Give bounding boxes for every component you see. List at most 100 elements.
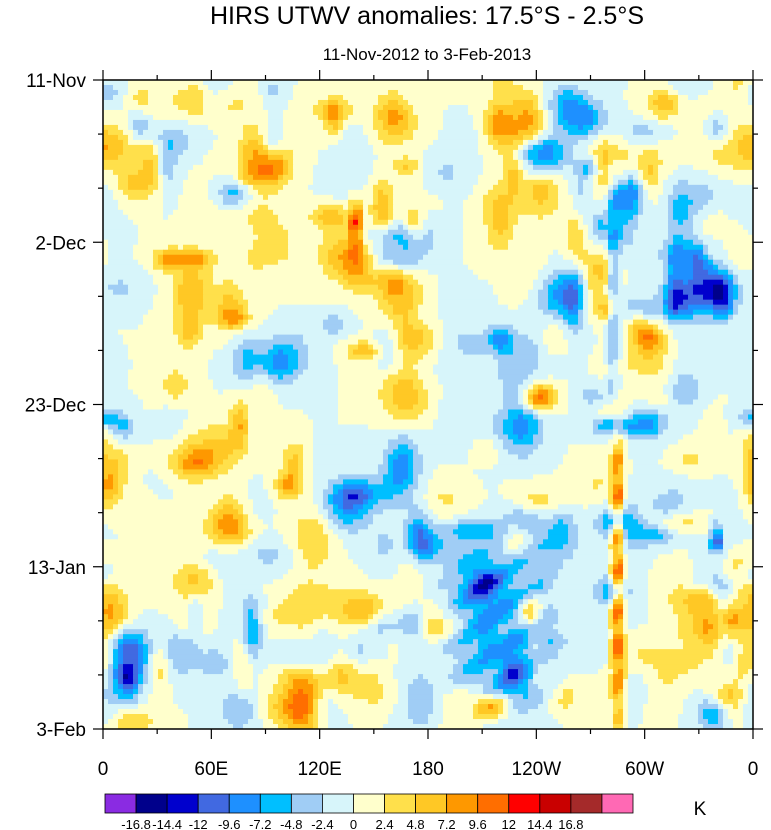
field-cell — [613, 299, 629, 306]
field-cell — [138, 664, 144, 670]
field-cell — [663, 344, 669, 351]
field-cell — [623, 334, 629, 341]
field-cell — [223, 594, 249, 600]
field-cell — [538, 609, 544, 615]
field-cell — [598, 164, 609, 171]
field-cell — [498, 344, 504, 351]
field-cell — [678, 129, 704, 136]
field-cell — [308, 694, 314, 700]
field-cell — [588, 269, 594, 276]
field-cell — [593, 269, 604, 276]
field-cell — [413, 379, 424, 386]
field-cell — [443, 199, 464, 206]
field-cell — [133, 364, 209, 371]
field-cell — [153, 169, 159, 176]
field-cell — [343, 609, 374, 615]
field-cell — [408, 524, 414, 530]
field-cell — [713, 124, 724, 131]
field-cell — [418, 114, 444, 121]
field-cell — [128, 604, 189, 610]
field-cell — [178, 704, 224, 710]
field-cell — [338, 689, 384, 695]
field-cell — [578, 539, 609, 545]
field-cell — [673, 299, 684, 306]
field-cell — [708, 519, 714, 525]
field-cell — [443, 609, 454, 615]
field-cell — [228, 319, 239, 326]
field-cell — [433, 364, 499, 371]
field-cell — [238, 199, 249, 206]
field-cell — [303, 469, 314, 475]
field-cell — [233, 494, 249, 500]
field-cell — [413, 384, 424, 391]
field-cell — [278, 174, 284, 181]
field-cell — [318, 684, 384, 690]
field-cell — [658, 199, 669, 206]
field-cell — [243, 319, 249, 326]
field-cell — [253, 504, 274, 510]
field-cell — [633, 409, 659, 416]
field-cell — [383, 344, 394, 351]
field-cell — [473, 609, 484, 615]
field-cell — [243, 294, 374, 301]
field-cell — [293, 554, 304, 560]
field-cell — [618, 369, 639, 376]
field-cell — [708, 589, 714, 595]
field-cell — [103, 614, 109, 620]
field-cell — [113, 429, 134, 436]
field-cell — [533, 339, 544, 346]
field-cell — [478, 139, 489, 146]
field-cell — [478, 149, 499, 156]
field-cell — [173, 164, 194, 171]
field-cell — [408, 224, 424, 231]
field-cell — [623, 384, 664, 391]
colorbar-label: -12 — [189, 817, 208, 830]
field-cell — [328, 704, 339, 710]
field-cell — [693, 689, 704, 695]
field-cell — [348, 199, 364, 206]
field-cell — [278, 554, 294, 560]
field-cell — [693, 229, 704, 236]
field-cell — [243, 314, 249, 321]
field-cell — [408, 684, 434, 690]
field-cell — [568, 244, 584, 251]
field-cell — [618, 344, 624, 351]
field-cell — [603, 169, 609, 176]
field-cell — [133, 124, 149, 131]
field-cell — [388, 534, 404, 540]
field-cell — [503, 709, 509, 715]
field-cell — [733, 659, 739, 665]
field-cell — [138, 694, 149, 700]
field-cell — [118, 629, 124, 635]
field-cell — [168, 139, 174, 146]
field-cell — [648, 124, 674, 131]
field-cell — [423, 674, 449, 680]
field-cell — [518, 214, 539, 221]
field-cell — [193, 344, 224, 351]
field-cell — [518, 604, 524, 610]
field-cell — [478, 504, 524, 510]
field-cell — [653, 199, 659, 206]
field-cell — [108, 524, 204, 530]
field-cell — [103, 459, 119, 466]
field-cell — [388, 109, 399, 116]
field-cell — [623, 379, 669, 386]
field-cell — [608, 149, 629, 156]
field-cell — [668, 539, 709, 545]
field-cell — [638, 209, 644, 216]
field-cell — [123, 449, 174, 456]
field-cell — [618, 559, 624, 565]
field-cell — [363, 644, 389, 650]
field-cell — [398, 694, 409, 700]
field-cell — [308, 714, 314, 720]
field-cell — [378, 304, 394, 311]
field-cell — [373, 599, 384, 605]
field-cell — [198, 84, 209, 91]
field-cell — [208, 364, 234, 371]
field-cell — [473, 584, 479, 590]
field-cell — [458, 339, 489, 346]
field-cell — [373, 249, 384, 256]
field-cell — [113, 679, 119, 685]
field-cell — [418, 474, 434, 480]
field-cell — [353, 219, 359, 226]
